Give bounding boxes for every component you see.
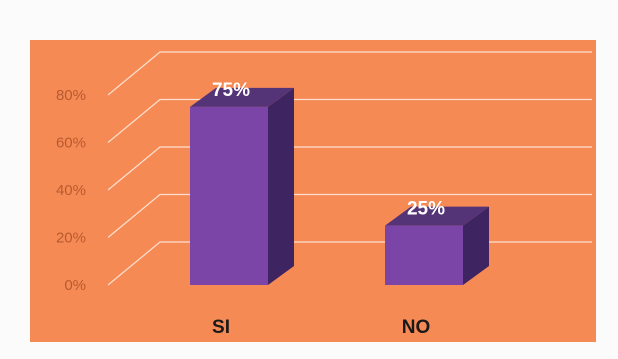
data-label: 75%: [212, 80, 250, 101]
plot-background: [30, 40, 596, 342]
x-category-label: NO: [402, 317, 431, 338]
y-tick-label: 60%: [56, 135, 86, 152]
x-axis-categories: SI NO: [212, 317, 430, 338]
bar-front-face: [385, 225, 463, 285]
data-label: 25%: [407, 199, 445, 220]
bar-top-face: [385, 206, 489, 226]
y-tick-label: 20%: [56, 230, 86, 247]
x-category-label: SI: [212, 317, 230, 338]
bar-side-face: [268, 87, 294, 285]
y-tick-label: 0%: [64, 277, 86, 294]
grid-line: [107, 193, 592, 238]
y-axis-ticks: 0% 20% 40% 60% 80%: [56, 87, 86, 294]
data-labels: 75% 25%: [212, 80, 445, 220]
bar-no: [385, 206, 489, 285]
y-tick-label: 80%: [56, 87, 86, 104]
grid-line: [107, 51, 592, 96]
bar-side-face: [463, 206, 489, 285]
bar-si: [190, 87, 294, 285]
bar-front-face: [190, 106, 268, 285]
grid-line: [107, 146, 592, 191]
grid-line: [107, 98, 592, 143]
bar-top-face: [190, 87, 294, 107]
bars: [190, 87, 489, 285]
y-tick-label: 40%: [56, 182, 86, 199]
